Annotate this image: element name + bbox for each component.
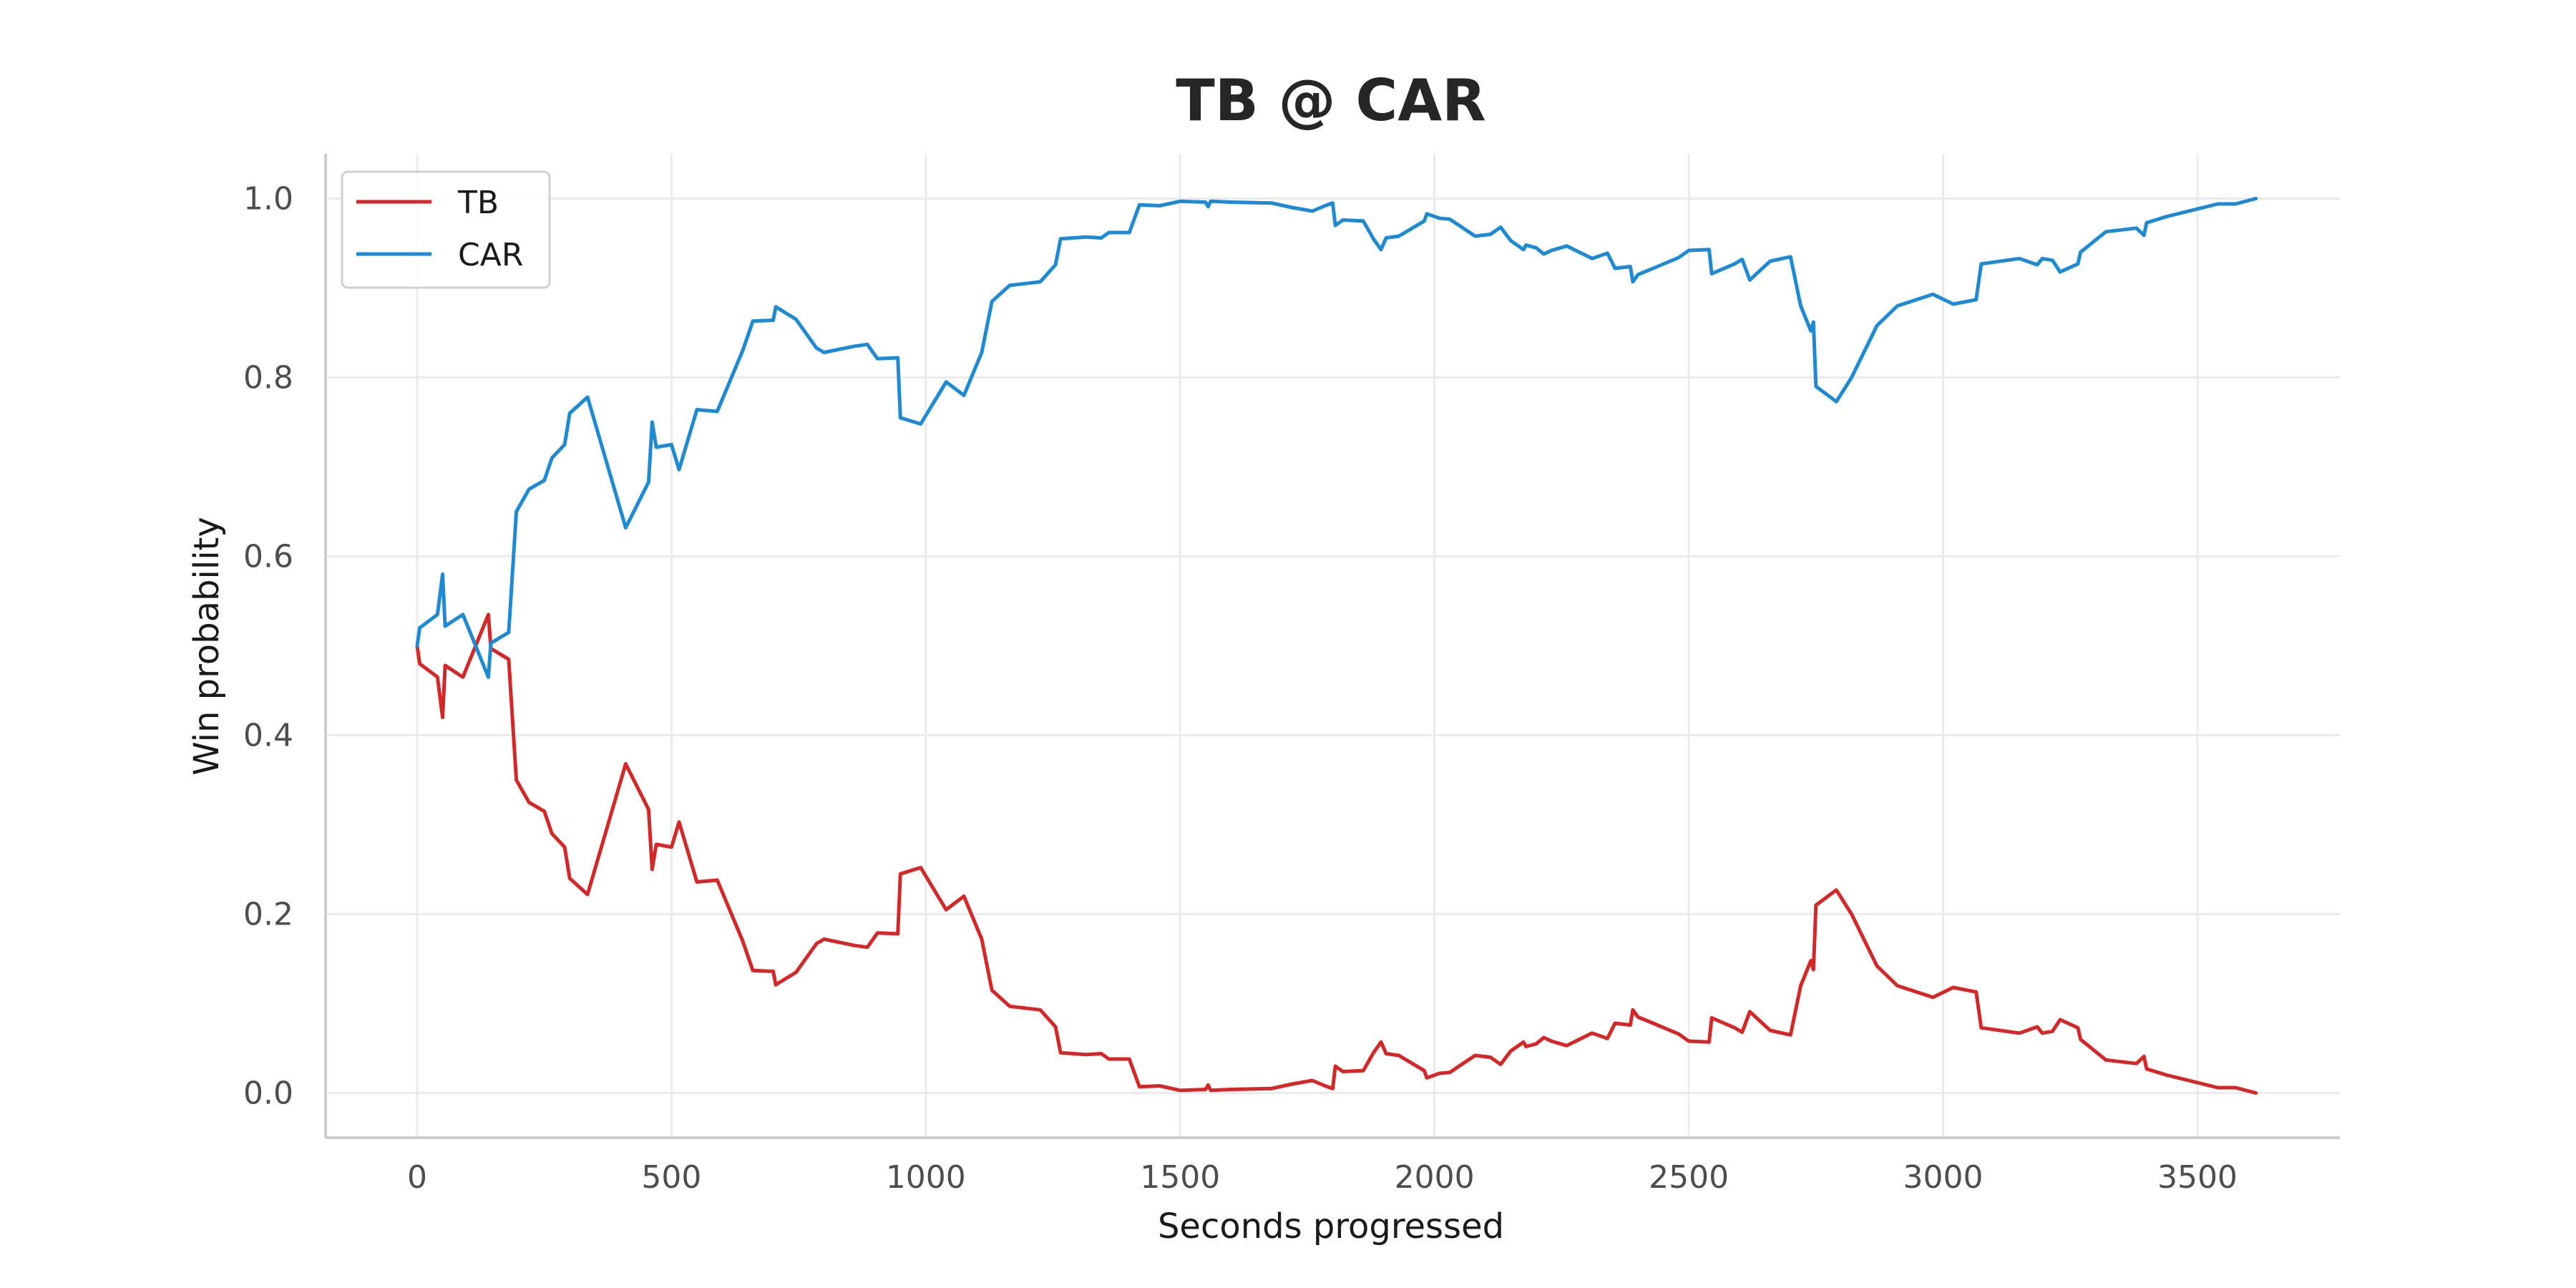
x-tick-label: 3500 [2157, 1159, 2238, 1196]
x-axis-label: Seconds progressed [1158, 1206, 1504, 1246]
chart-title: TB @ CAR [1176, 67, 1485, 134]
x-tick-label: 2000 [1395, 1159, 1475, 1196]
x-tick-label: 1500 [1140, 1159, 1220, 1196]
y-tick-label: 0.4 [243, 718, 293, 754]
y-axis-label: Win probability [187, 517, 227, 776]
series-line-car [415, 197, 2258, 679]
x-tick-label: 1000 [886, 1159, 966, 1196]
x-tick-label: 0 [407, 1159, 427, 1196]
x-tick-label: 3000 [1903, 1159, 1984, 1196]
legend-label-car: CAR [458, 237, 523, 273]
legend-label-tb: TB [457, 185, 499, 221]
y-tick-label: 0.2 [243, 897, 293, 933]
x-tick-label: 2500 [1649, 1159, 1729, 1196]
legend: TB CAR [341, 170, 551, 289]
grid-lines [326, 154, 2340, 1138]
series-line-tb [415, 613, 2258, 1095]
y-tick-labels: 0.0 0.2 0.4 0.6 0.8 1.0 [243, 181, 293, 1112]
series-lines [415, 197, 2258, 1095]
x-tick-labels: 0 500 1000 1500 2000 2500 3000 3500 [407, 1159, 2238, 1196]
y-tick-label: 1.0 [243, 181, 293, 218]
y-tick-label: 0.8 [243, 360, 293, 396]
y-tick-label: 0.6 [243, 539, 293, 575]
x-tick-label: 500 [641, 1159, 701, 1196]
y-tick-label: 0.0 [243, 1075, 293, 1112]
